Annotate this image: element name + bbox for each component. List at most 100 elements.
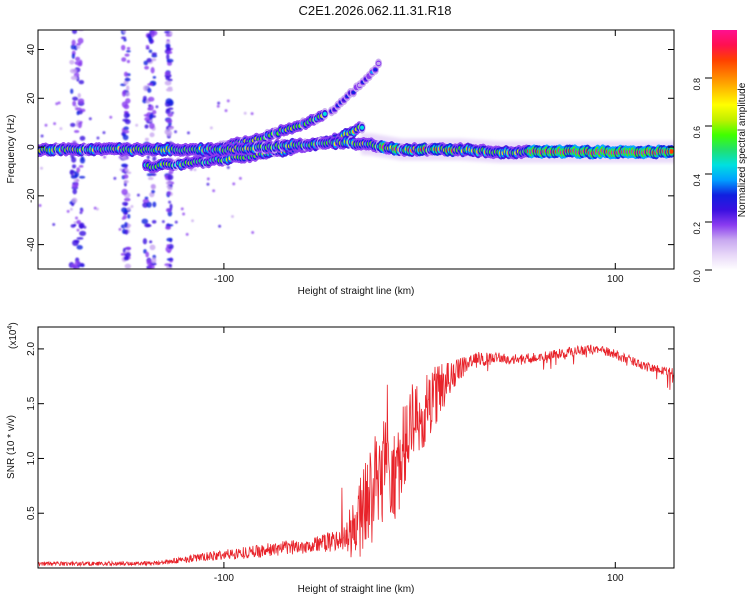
noise-speck xyxy=(124,53,130,57)
ridge-core xyxy=(373,68,378,72)
noise-speck xyxy=(226,166,230,170)
noise-speck xyxy=(167,113,173,117)
noise-speck xyxy=(147,96,155,102)
ridge-faint-rise xyxy=(327,58,383,117)
noise-speck xyxy=(75,56,81,61)
noise-speck xyxy=(123,104,130,110)
svg-text:(x104): (x104) xyxy=(7,322,19,349)
noise-speck xyxy=(126,171,132,175)
noise-speck xyxy=(218,224,222,228)
noise-speck xyxy=(126,59,131,64)
spectrogram-panel: -100 100 -40 -20 0 20 40 Height of straight li… xyxy=(6,29,675,297)
noise-speck xyxy=(166,237,173,242)
noise-speck xyxy=(148,49,153,54)
noise-speck xyxy=(151,52,157,56)
noise-speck xyxy=(38,204,42,208)
chart-title: C2E1.2026.062.11.31.R18 xyxy=(299,3,452,18)
noise-speck xyxy=(191,219,195,223)
noise-speck xyxy=(145,251,150,258)
noise-speck xyxy=(212,189,216,193)
noise-speck xyxy=(165,208,172,213)
snr-frame xyxy=(37,326,675,569)
noise-speck xyxy=(166,182,172,185)
noise-speck xyxy=(149,122,155,130)
noise-speck xyxy=(151,219,157,224)
noise-speck xyxy=(121,217,125,221)
noise-speck xyxy=(123,130,130,134)
noise-speck xyxy=(226,99,230,103)
snr-ytick-label: 1.0 xyxy=(26,451,37,465)
noise-speck xyxy=(146,155,150,160)
noise-speck xyxy=(125,252,131,258)
noise-speck xyxy=(70,174,78,179)
noise-speck xyxy=(74,239,80,243)
noise-speck xyxy=(126,85,130,91)
noise-speck xyxy=(164,129,171,135)
noise-speck xyxy=(165,119,173,124)
noise-speck xyxy=(124,119,131,125)
noise-speck xyxy=(151,189,155,194)
noise-speck xyxy=(186,131,190,135)
noise-speck xyxy=(152,76,157,79)
noise-speck xyxy=(149,240,153,244)
noise-speck xyxy=(167,187,173,191)
snr-scale-prefix: (x10 xyxy=(8,329,19,349)
noise-speck xyxy=(185,232,189,236)
noise-speck xyxy=(124,263,132,269)
noise-speck xyxy=(123,174,129,179)
snr-xlabel: Height of straight line (km) xyxy=(298,584,415,595)
snr-ticks: -100 100 0.5 1.0 1.5 2.0 xyxy=(26,327,674,584)
noise-speck xyxy=(165,225,172,230)
snr-ytick-label: 2.0 xyxy=(26,342,37,356)
spectrogram-ytick-label: -40 xyxy=(26,237,37,252)
noise-speck xyxy=(79,230,87,237)
noise-speck xyxy=(124,222,128,228)
snr-scale-exponent: 4 xyxy=(7,326,14,330)
noise-speck xyxy=(71,53,75,60)
noise-speck xyxy=(150,183,157,190)
noise-speck xyxy=(127,214,131,219)
noise-speck xyxy=(69,59,75,65)
colorbar-ticks: 0.0 0.2 0.4 0.6 0.8 xyxy=(692,77,712,283)
noise-speck xyxy=(73,179,80,183)
noise-speck xyxy=(76,45,81,49)
noise-speck xyxy=(125,91,131,97)
noise-speck xyxy=(75,216,79,220)
colorbar-tick-label: 0.4 xyxy=(692,174,702,187)
noise-speck xyxy=(59,127,63,131)
noise-speck xyxy=(142,95,147,101)
noise-speck xyxy=(232,182,236,186)
noise-speck xyxy=(145,45,150,48)
noise-speck xyxy=(73,130,80,133)
noise-speck xyxy=(71,197,78,204)
noise-speck xyxy=(119,168,123,172)
noise-speck xyxy=(166,257,174,261)
noise-speck xyxy=(148,35,153,43)
noise-speck xyxy=(144,196,149,200)
noise-speck xyxy=(70,122,76,128)
noise-speck xyxy=(70,75,78,80)
noise-speck xyxy=(224,109,228,113)
noise-speck xyxy=(40,166,44,170)
noise-speck xyxy=(230,215,234,219)
noise-speck xyxy=(80,209,84,213)
spectrogram-frame xyxy=(37,29,675,270)
noise-speck xyxy=(161,220,165,224)
colorbar-strip xyxy=(712,30,737,270)
noise-speck xyxy=(166,58,174,63)
noise-speck xyxy=(151,257,157,264)
noise-speck xyxy=(72,188,78,195)
noise-speck xyxy=(76,219,81,225)
noise-speck xyxy=(71,30,78,34)
noise-speck xyxy=(164,71,171,76)
ridge-core xyxy=(669,148,674,154)
spectrogram-xtick-label: -100 xyxy=(214,274,234,285)
noise-speck xyxy=(123,257,129,261)
noise-speck xyxy=(74,60,82,66)
noise-speck xyxy=(148,113,153,120)
noise-speck xyxy=(103,155,107,159)
noise-speck xyxy=(121,90,127,97)
colorbar-tick-label: 0.0 xyxy=(692,270,702,283)
noise-speck xyxy=(148,264,155,269)
